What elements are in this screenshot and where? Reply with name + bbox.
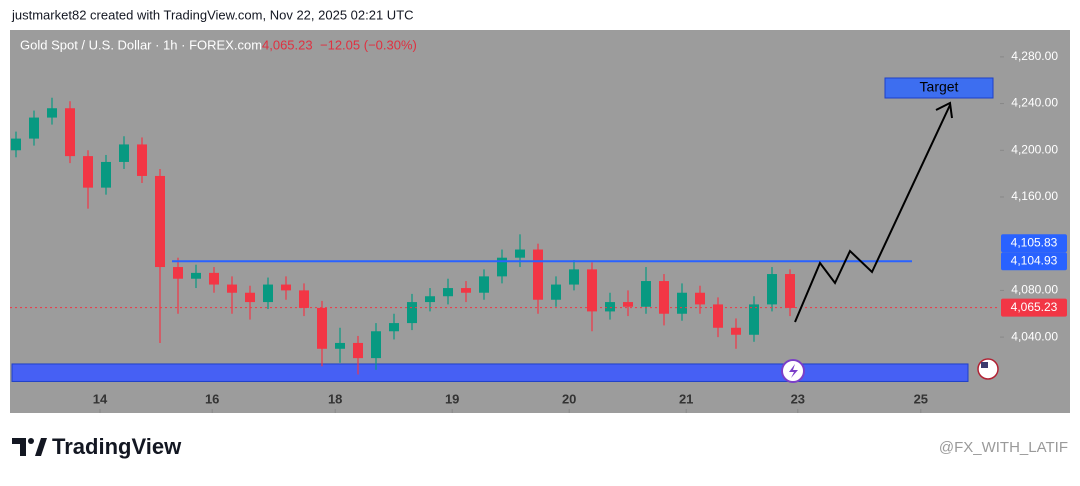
candle-body	[551, 284, 561, 300]
x-tick-label: 19	[445, 391, 459, 406]
price-marker-label: 4,065.23	[1011, 300, 1058, 314]
y-tick-label: 4,240.00	[1011, 96, 1058, 110]
plot-area	[10, 30, 1000, 413]
y-tick-label: 4,280.00	[1011, 49, 1058, 63]
brand-name: TradingView	[52, 434, 182, 459]
candle-body	[335, 342, 345, 349]
candle-body	[353, 342, 363, 359]
candle-body	[155, 175, 165, 268]
x-tick-label: 21	[679, 391, 693, 406]
symbol-title: Gold Spot / U.S. Dollar · 1h · FOREX.com	[20, 37, 262, 52]
price-marker-label: 4,105.83	[1011, 235, 1058, 249]
y-tick-label: 4,080.00	[1011, 283, 1058, 297]
candle-body	[641, 281, 651, 307]
candle-body	[119, 144, 129, 162]
candle-body	[389, 323, 399, 332]
x-tick-label: 20	[562, 391, 576, 406]
brand-logo	[12, 438, 47, 456]
candle-body	[659, 281, 669, 314]
target-box	[884, 77, 994, 99]
candle-body	[497, 257, 507, 277]
candle-body	[47, 108, 57, 118]
x-tick-label: 25	[914, 391, 928, 406]
candle-body	[425, 296, 435, 303]
candle-body	[299, 290, 309, 308]
x-tick-label: 23	[791, 391, 805, 406]
flag-canton	[981, 362, 988, 368]
candle-body	[677, 292, 687, 314]
price-change: −12.05 (−0.30%)	[320, 37, 417, 52]
candle-body	[371, 331, 381, 359]
candle-body	[479, 276, 489, 293]
candle-body	[227, 284, 237, 293]
candle-body	[461, 288, 471, 293]
candle-body	[407, 302, 417, 324]
y-tick-label: 4,200.00	[1011, 142, 1058, 156]
candle-body	[209, 272, 219, 285]
candle-body	[569, 269, 579, 285]
price-marker-label: 4,104.93	[1011, 253, 1058, 267]
x-tick-label: 14	[93, 391, 108, 406]
x-tick-label: 16	[205, 391, 219, 406]
candle-body	[65, 108, 75, 157]
candle-body	[29, 117, 39, 139]
price-marker	[1001, 252, 1067, 271]
candle-body	[515, 249, 525, 258]
candle-body	[137, 144, 147, 176]
price-marker	[1001, 298, 1067, 317]
candle-body	[767, 274, 777, 305]
watermark: @FX_WITH_LATIF	[939, 439, 1068, 456]
candle-body	[623, 302, 633, 307]
candle-body	[713, 304, 723, 328]
lightning	[789, 364, 798, 378]
y-tick-label: 4,160.00	[1011, 189, 1058, 203]
candle-body	[191, 272, 201, 279]
candle-body	[731, 327, 741, 335]
projection-arrow	[794, 104, 951, 323]
candle-body	[101, 161, 111, 188]
x-tick-label: 18	[328, 391, 342, 406]
candle-body	[83, 156, 93, 188]
price-marker	[1001, 234, 1067, 253]
candle-body	[785, 274, 795, 308]
price-axis	[1000, 30, 1070, 413]
candle-body	[11, 138, 21, 151]
candle-body	[695, 292, 705, 305]
created-by: justmarket82 created with TradingView.co…	[11, 7, 414, 22]
candle-body	[605, 302, 615, 312]
candle-body	[245, 292, 255, 303]
candle-body	[281, 284, 291, 291]
support-zone	[11, 363, 969, 382]
candle-body	[533, 249, 543, 300]
arrow-head	[935, 101, 953, 119]
candle-body	[443, 288, 453, 297]
candle-body	[749, 304, 759, 335]
y-tick-label: 4,040.00	[1011, 329, 1058, 343]
candle-body	[263, 284, 273, 303]
target-label: Target	[920, 79, 959, 95]
candle-body	[173, 267, 183, 279]
last-price: 4,065.23	[262, 37, 313, 52]
candle-body	[587, 269, 597, 312]
candle-body	[317, 307, 327, 349]
